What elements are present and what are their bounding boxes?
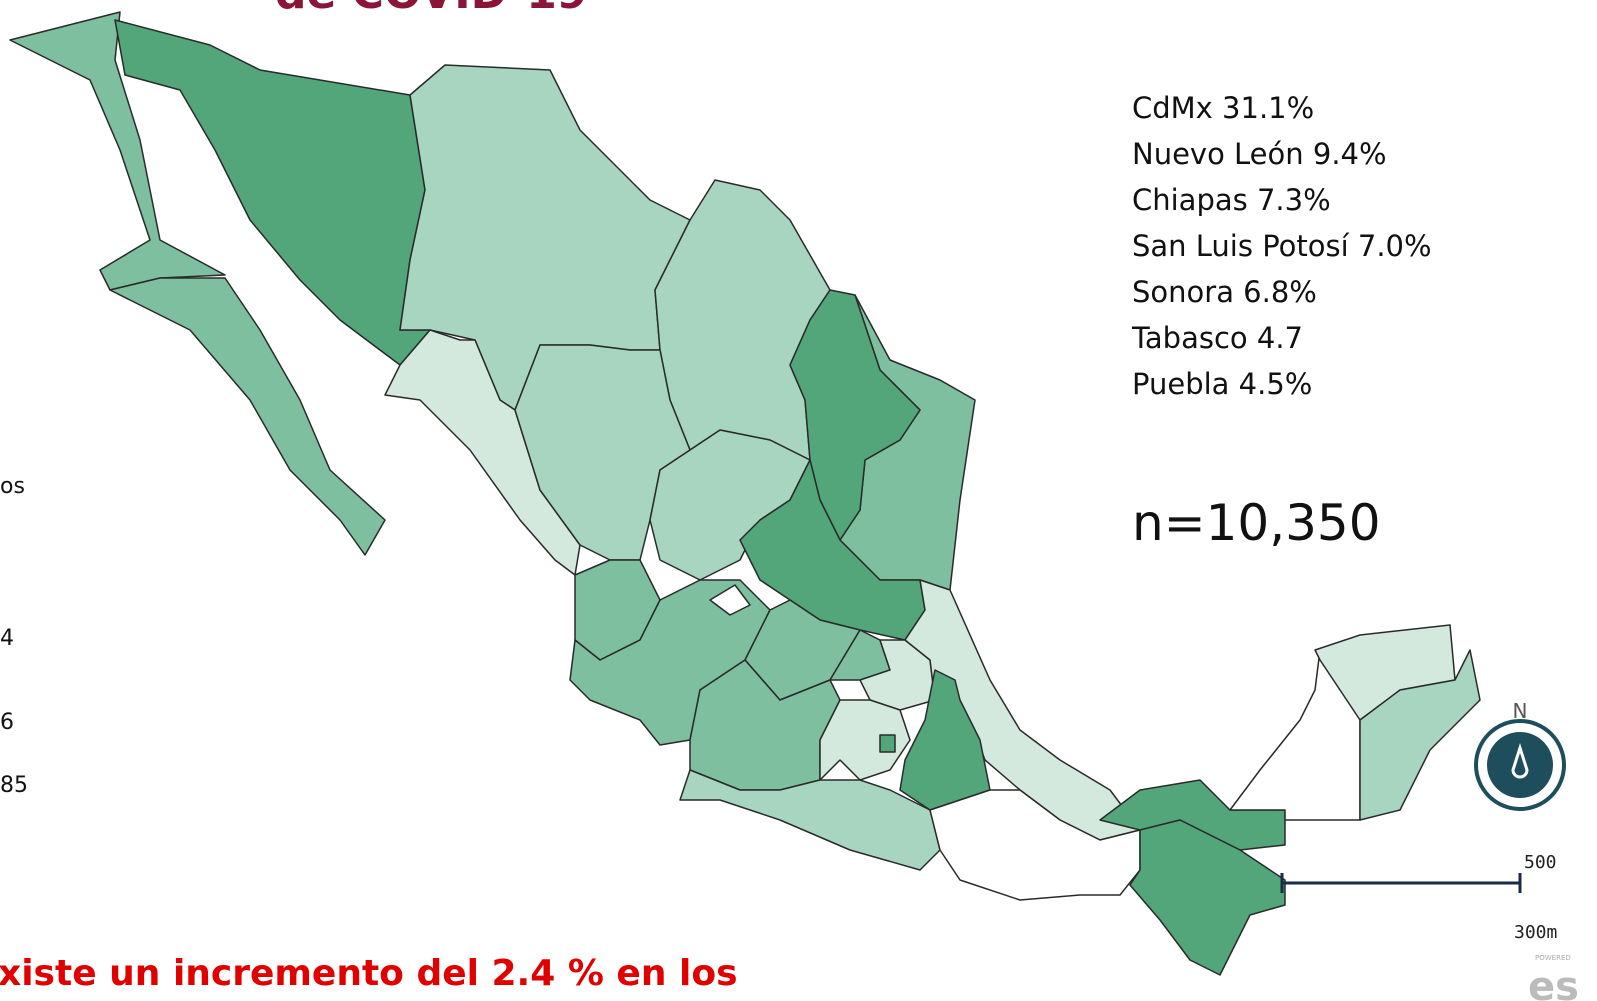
stat: Tabasco 4.7 xyxy=(1131,321,1303,355)
logo-small: POWERED xyxy=(1535,954,1571,962)
state xyxy=(109,277,386,556)
logo: es xyxy=(1528,964,1579,1001)
stat: CdMx 31.1% xyxy=(1132,91,1314,125)
state xyxy=(789,289,921,541)
stat: Chiapas 7.3% xyxy=(1132,183,1331,217)
stat: Nuevo León 9.4% xyxy=(1132,137,1387,171)
stat: Sonora 6.8% xyxy=(1132,275,1317,309)
scale-bar: 500 300m xyxy=(1280,852,1557,943)
stat: Puebla 4.5% xyxy=(1132,367,1312,401)
state xyxy=(879,734,896,753)
compass-label: N xyxy=(1513,699,1528,723)
scale-label: 500 xyxy=(1524,852,1557,873)
state xyxy=(819,699,911,781)
compass: N xyxy=(1474,699,1566,811)
stats-list: CdMx 31.1% Nuevo León 9.4% Chiapas 7.3% … xyxy=(1131,91,1432,401)
legend-fragment: 4 xyxy=(0,626,14,651)
legend-fragment: os xyxy=(0,474,25,499)
compass-disc xyxy=(1487,732,1553,798)
scale-label: 300m xyxy=(1514,922,1557,943)
total: n=10,350 xyxy=(1132,494,1381,552)
state xyxy=(709,584,751,616)
title: de COVID-19 xyxy=(275,0,587,19)
stat: San Luis Potosí 7.0% xyxy=(1132,229,1432,263)
footer-text: xiste un incremento del 2.4 % en los xyxy=(0,953,738,994)
compass-needle xyxy=(1511,743,1529,779)
legend-fragment: 85 xyxy=(0,773,28,798)
mexico-map xyxy=(9,11,1481,976)
legend-fragment: 6 xyxy=(0,710,14,735)
state xyxy=(1359,649,1481,821)
state xyxy=(1129,819,1286,976)
